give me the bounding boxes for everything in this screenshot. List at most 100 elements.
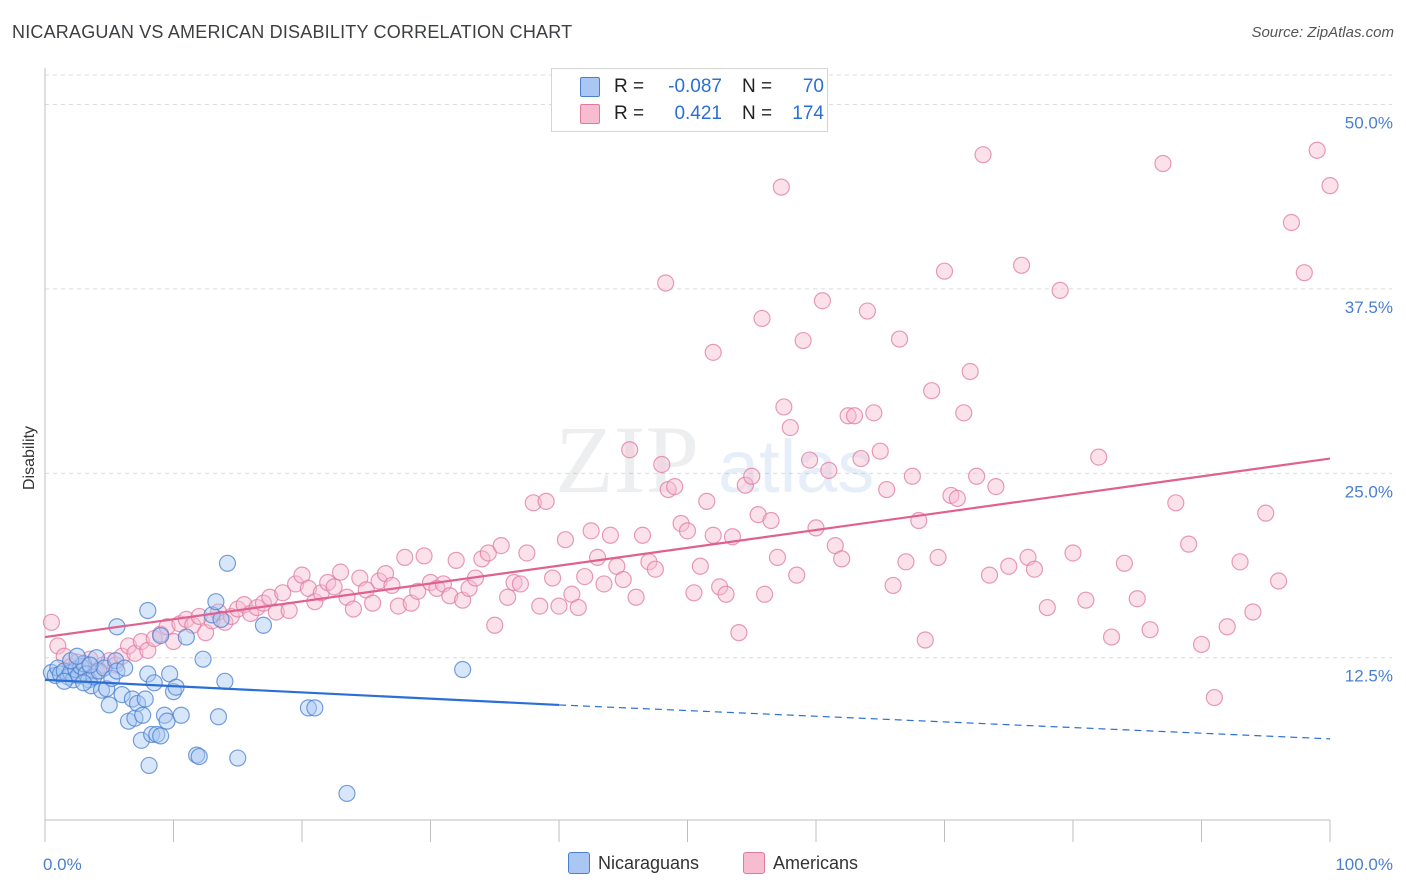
point-americans — [903, 467, 921, 485]
point-americans — [646, 560, 664, 578]
point-americans — [987, 477, 1005, 496]
point-americans — [1128, 590, 1146, 608]
point-americans — [820, 461, 838, 479]
point-americans — [1192, 635, 1211, 654]
watermark: ZIP atlas — [555, 406, 874, 513]
point-americans — [961, 362, 979, 381]
point-americans — [935, 262, 954, 280]
point-nicaraguans — [152, 727, 170, 745]
point-nicaraguans — [113, 686, 131, 704]
point-americans — [511, 575, 530, 593]
point-americans — [1295, 264, 1313, 282]
point-americans — [633, 526, 652, 544]
legend-n-value: 70 — [802, 76, 824, 97]
point-americans — [852, 449, 870, 468]
point-americans — [492, 537, 510, 555]
point-nicaraguans — [140, 756, 158, 775]
point-nicaraguans — [81, 656, 99, 674]
point-americans — [486, 616, 504, 634]
point-americans — [704, 526, 722, 544]
legend-label-americans: Americans — [773, 852, 859, 873]
point-americans — [582, 522, 600, 540]
point-americans — [344, 600, 362, 618]
point-americans — [460, 579, 478, 597]
trend-layer — [44, 457, 1331, 740]
point-americans — [775, 398, 793, 416]
point-americans — [1077, 591, 1095, 609]
point-nicaraguans — [139, 601, 157, 620]
point-nicaraguans — [172, 706, 190, 724]
point-nicaraguans — [90, 662, 108, 680]
legend-r-value: 0.421 — [674, 103, 722, 124]
point-nicaraguans — [134, 706, 152, 724]
legend-n-label: N = — [742, 103, 773, 124]
point-nicaraguans — [145, 674, 163, 692]
point-americans — [691, 557, 709, 575]
legend-n-label: N = — [742, 76, 773, 97]
watermark-zip: ZIP — [555, 406, 699, 513]
point-americans — [1000, 557, 1018, 575]
point-americans — [916, 631, 934, 649]
point-americans — [132, 632, 150, 651]
point-americans — [1025, 560, 1044, 578]
point-americans — [743, 467, 761, 485]
point-americans — [678, 522, 697, 540]
point-americans — [364, 594, 382, 612]
point-americans — [627, 588, 645, 606]
point-americans — [698, 492, 716, 510]
point-americans — [1218, 618, 1236, 636]
point-americans — [447, 551, 465, 569]
legend-r-label: R = — [614, 103, 645, 124]
legend-swatch-pink — [580, 104, 600, 124]
point-nicaraguans — [136, 690, 154, 708]
point-nicaraguans — [306, 699, 324, 717]
point-americans — [1012, 256, 1031, 274]
point-americans — [653, 455, 671, 474]
grid-layer — [45, 74, 1392, 659]
legend-row-americans: R = 0.421 N = 174 — [552, 101, 824, 127]
point-americans — [325, 578, 343, 596]
point-americans — [614, 570, 632, 589]
point-americans — [1205, 688, 1223, 707]
point-americans — [274, 584, 292, 602]
point-nicaraguans — [212, 610, 230, 628]
point-americans — [1231, 553, 1249, 571]
point-americans — [897, 553, 915, 571]
legend-label-nicaraguans: Nicaraguans — [598, 852, 700, 873]
legend-swatch-nicaraguans — [568, 852, 590, 874]
point-americans — [794, 331, 812, 350]
point-americans — [1090, 448, 1108, 466]
legend-r-value: -0.087 — [668, 76, 722, 97]
point-americans — [569, 598, 587, 617]
point-americans — [800, 451, 819, 469]
point-americans — [499, 588, 517, 606]
source-attribution: Source: ZipAtlas.com — [1251, 24, 1394, 41]
legend-row-nicaraguans: R = -0.087 N = 70 — [552, 74, 824, 100]
point-americans — [807, 519, 825, 537]
point-americans — [49, 637, 67, 655]
chart-title: NICARAGUAN VS AMERICAN DISABILITY CORREL… — [12, 22, 573, 42]
trendline-nicaraguans-extension — [558, 704, 1331, 740]
point-americans — [1180, 535, 1198, 553]
trendline-nicaraguans — [44, 678, 560, 707]
point-americans — [531, 597, 549, 615]
x-tick-label: 100.0% — [1335, 855, 1393, 874]
point-americans — [980, 566, 999, 584]
point-americans — [717, 585, 735, 603]
point-nicaraguans — [229, 749, 247, 767]
point-americans — [1154, 154, 1172, 173]
axis-layer: 12.5% 25.0% 37.5% 50.0% 0.0% 100.0% — [43, 68, 1393, 874]
point-nicaraguans — [190, 747, 208, 766]
y-tick-label: 50.0% — [1345, 114, 1393, 133]
point-americans — [396, 548, 414, 567]
point-americans — [1244, 603, 1262, 621]
point-americans — [755, 585, 774, 603]
point-americans — [1282, 213, 1301, 232]
point-nicaraguans — [139, 665, 157, 683]
point-nicaraguans — [216, 672, 234, 690]
point-americans — [753, 309, 771, 328]
point-americans — [865, 404, 883, 422]
point-americans — [1102, 628, 1121, 646]
point-americans — [781, 418, 799, 437]
point-americans — [788, 566, 806, 584]
